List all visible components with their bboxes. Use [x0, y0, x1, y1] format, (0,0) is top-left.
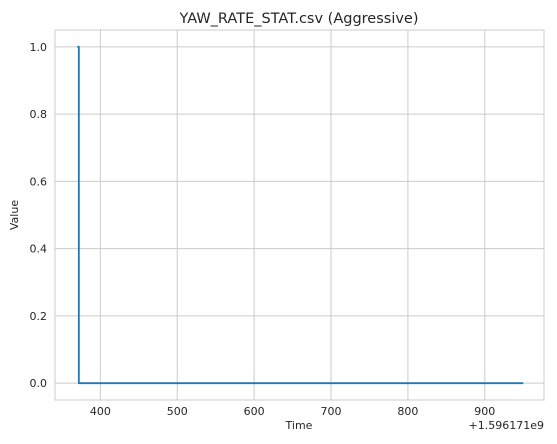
series-group [77, 45, 524, 385]
grid [55, 30, 544, 400]
x-offset-label: +1.596171e9 [469, 419, 544, 432]
x-axis-label: Time [285, 419, 313, 432]
y-tick-label: 0.2 [30, 310, 48, 323]
chart-title: YAW_RATE_STAT.csv (Aggressive) [178, 11, 418, 27]
y-tick-label: 0.8 [30, 108, 48, 121]
x-tick-labels: 400 500 600 700 800 900 [90, 405, 495, 418]
x-tick-label: 600 [244, 405, 265, 418]
x-tick-label: 800 [397, 405, 418, 418]
x-tick-label: 700 [321, 405, 342, 418]
plot-frame [54, 29, 545, 401]
y-tick-label: 0.6 [30, 175, 48, 188]
y-tick-labels: 0.0 0.2 0.4 0.6 0.8 1.0 [30, 41, 48, 390]
y-tick-label: 1.0 [30, 41, 48, 54]
x-tick-label: 500 [167, 405, 188, 418]
y-tick-label: 0.4 [30, 243, 48, 256]
y-axis-label: Value [8, 200, 21, 230]
series-line [77, 45, 524, 385]
y-tick-label: 0.0 [30, 377, 48, 390]
x-tick-label: 400 [90, 405, 111, 418]
x-tick-label: 900 [474, 405, 495, 418]
